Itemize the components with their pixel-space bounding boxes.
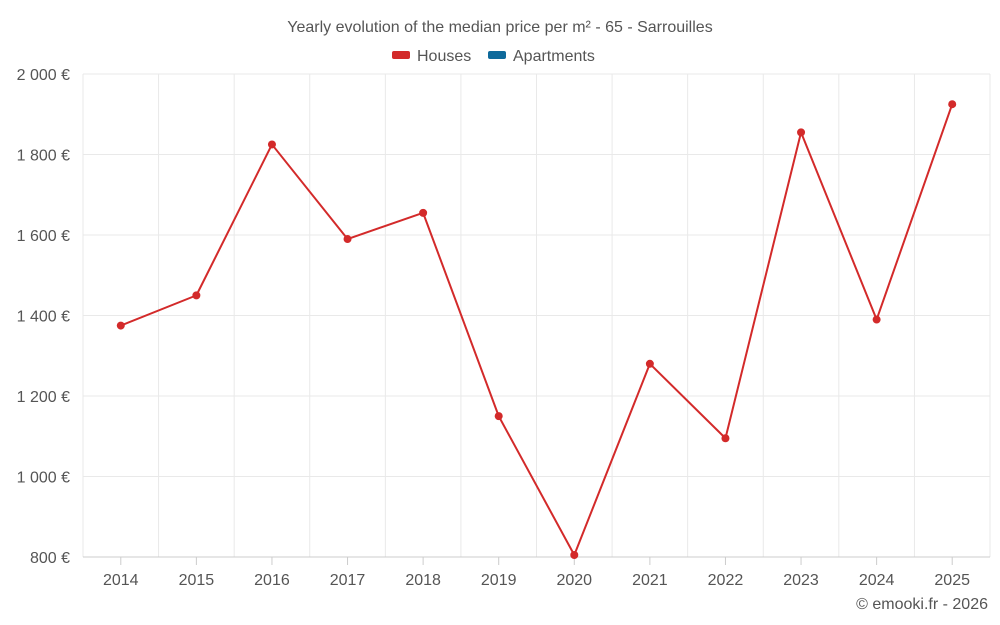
y-axis: 800 € 1 000 € 1 200 € 1 400 € 1 600 € 1 800 €… xyxy=(17,67,70,567)
point-houses-2023[interactable] xyxy=(797,128,806,137)
legend-item-houses[interactable]: Houses xyxy=(392,48,471,65)
x-tick-label-2018: 2018 xyxy=(405,572,441,589)
point-houses-2015[interactable] xyxy=(192,291,201,300)
x-axis: 2014 2015 2016 2017 2018 2019 2020 2021 2022 2023… xyxy=(83,556,990,589)
point-houses-2014[interactable] xyxy=(116,321,125,330)
gridlines xyxy=(82,73,991,557)
point-houses-2024[interactable] xyxy=(872,315,881,324)
legend-swatch-apartments xyxy=(488,51,506,59)
y-tick-label: 1 000 € xyxy=(17,470,70,487)
x-tick-label-2015: 2015 xyxy=(179,572,215,589)
x-tick-label-2017: 2017 xyxy=(330,572,366,589)
point-houses-2017[interactable] xyxy=(343,235,352,244)
series-houses xyxy=(116,100,957,559)
y-tick-label: 1 600 € xyxy=(17,228,70,245)
y-tick-label: 800 € xyxy=(30,550,70,567)
x-tick-label-2021: 2021 xyxy=(632,572,668,589)
point-houses-2020[interactable] xyxy=(570,550,579,559)
point-houses-2016[interactable] xyxy=(267,140,276,149)
point-houses-2018[interactable] xyxy=(419,208,428,217)
point-houses-2021[interactable] xyxy=(645,359,654,368)
y-tick-label: 2 000 € xyxy=(17,67,70,84)
series-line-houses xyxy=(120,103,954,556)
x-tick-label-2016: 2016 xyxy=(254,572,290,589)
y-tick-label: 1 800 € xyxy=(17,148,70,165)
point-houses-2025[interactable] xyxy=(948,100,957,109)
x-tick-label-2025: 2025 xyxy=(934,572,970,589)
chart-title: Yearly evolution of the median price per… xyxy=(287,19,712,36)
x-tick-label-2024: 2024 xyxy=(859,572,895,589)
x-tick-label-2020: 2020 xyxy=(556,572,592,589)
x-tick-label-2014: 2014 xyxy=(103,572,139,589)
x-tick-label-2019: 2019 xyxy=(481,572,517,589)
credit[interactable]: © emooki.fr - 2026 xyxy=(856,596,988,613)
x-tick-label-2022: 2022 xyxy=(708,572,744,589)
y-tick-label: 1 200 € xyxy=(17,389,70,406)
point-houses-2022[interactable] xyxy=(721,434,730,443)
legend[interactable]: Houses Apartments xyxy=(392,48,595,65)
legend-item-apartments[interactable]: Apartments xyxy=(488,48,595,65)
x-tick-label-2023: 2023 xyxy=(783,572,819,589)
legend-swatch-houses xyxy=(392,51,410,59)
y-tick-label: 1 400 € xyxy=(17,309,70,326)
legend-label-houses: Houses xyxy=(417,48,471,65)
legend-label-apartments: Apartments xyxy=(513,48,595,65)
point-houses-2019[interactable] xyxy=(494,412,503,421)
